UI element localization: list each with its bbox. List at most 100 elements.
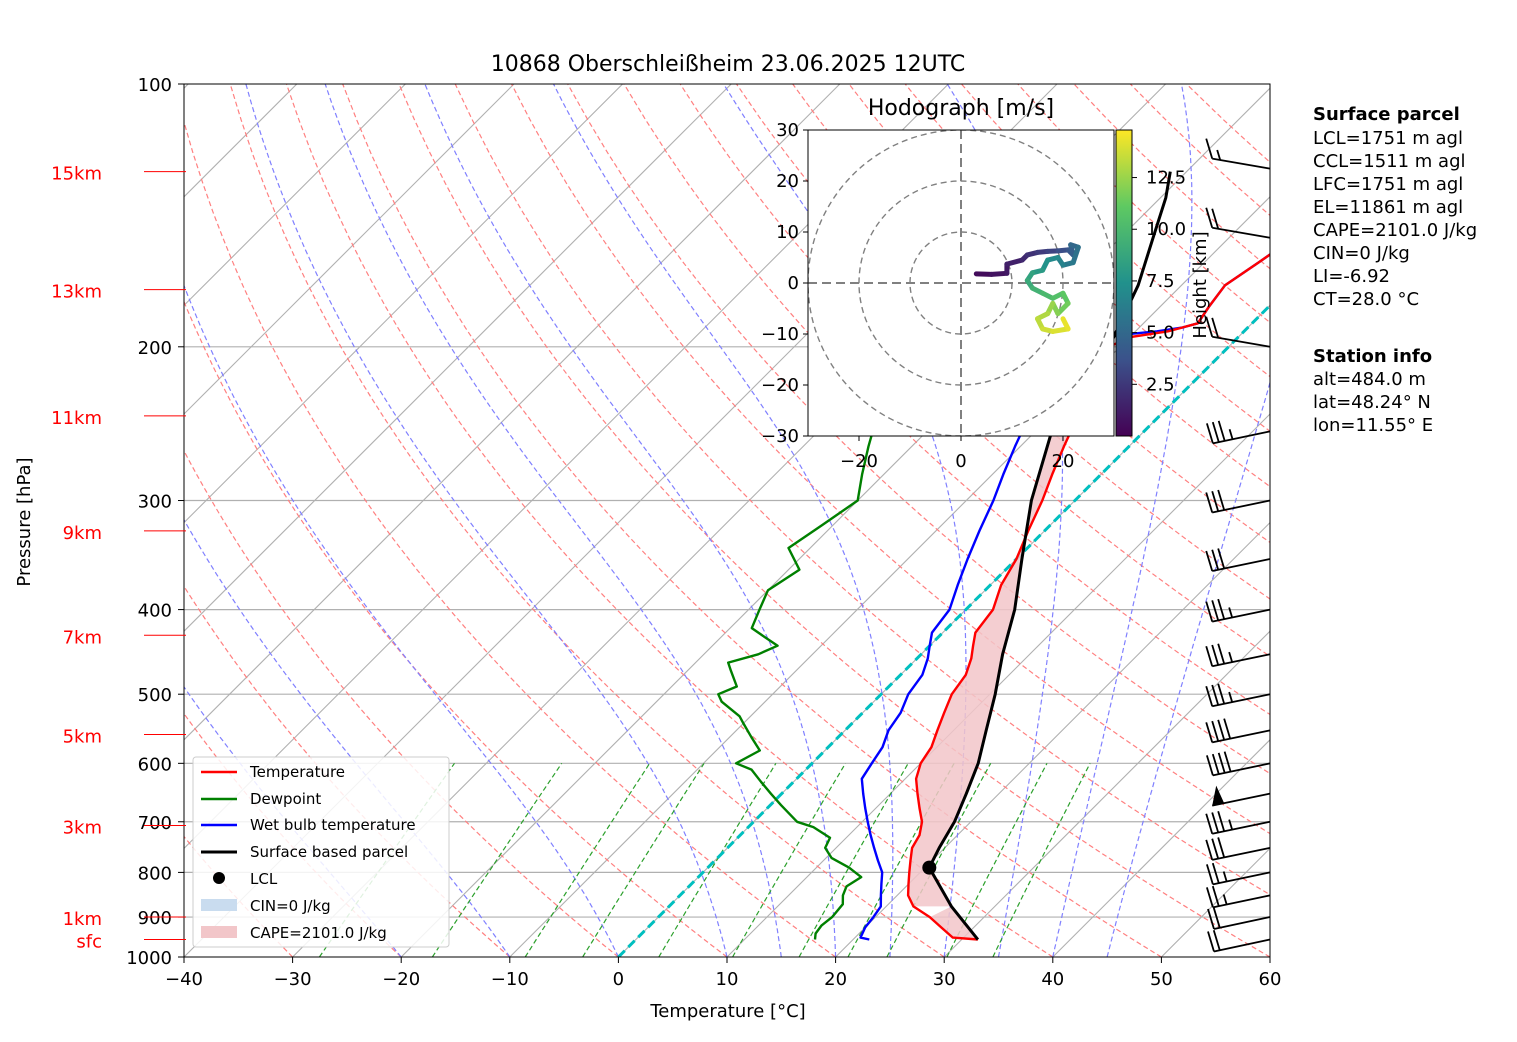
colorbar-tick-label: 5.0 xyxy=(1146,323,1175,344)
wind-barb xyxy=(1205,811,1271,835)
barb-half-flag xyxy=(1228,691,1234,703)
axes: −40 −30 −20 −10 0 10 20 30 40 50 60100090080070060… xyxy=(51,75,1281,990)
wind-barb xyxy=(1206,751,1271,777)
barb-flag xyxy=(1211,885,1220,907)
wind-barb xyxy=(1205,837,1271,861)
moist-adiabat xyxy=(424,84,837,957)
barb-shaft xyxy=(1212,226,1271,239)
hodograph-segment xyxy=(989,270,1010,277)
hodograph-y-tick-label: 10 xyxy=(776,222,799,243)
height-label: 15km xyxy=(51,164,102,185)
barb-flag xyxy=(1211,862,1220,884)
barb-shaft xyxy=(1213,938,1271,953)
isotherm--80 xyxy=(184,84,623,524)
mixing-ratio-line xyxy=(582,762,705,957)
barb-flag xyxy=(1207,908,1215,930)
barb-shaft xyxy=(1212,335,1271,348)
mixing-ratio-line xyxy=(431,762,563,957)
x-tick-label: −20 xyxy=(382,969,420,990)
barb-shaft xyxy=(1212,653,1271,668)
barb-flag xyxy=(1211,753,1220,775)
barb-flag xyxy=(1206,755,1214,776)
dry-adiabat xyxy=(454,84,1270,896)
barb-flag xyxy=(1217,683,1226,704)
height-label: 13km xyxy=(51,282,102,303)
legend-label-dewpoint: Dewpoint xyxy=(250,790,321,808)
barb-flag xyxy=(1211,491,1220,512)
x-tick-label: 20 xyxy=(824,969,847,990)
y-tick-label: 600 xyxy=(138,754,172,775)
colorbar-label: Height [km] xyxy=(1190,231,1211,338)
y-axis-label: Pressure [hPa] xyxy=(14,457,35,586)
barb-flag xyxy=(1211,421,1220,443)
isotherm--10 xyxy=(509,196,1270,957)
dry-adiabat xyxy=(848,84,1270,488)
info-lon: lon=11.55° E xyxy=(1313,415,1433,436)
barb-half-flag xyxy=(1216,149,1222,161)
barb-flag xyxy=(1217,548,1226,569)
wind-barb xyxy=(1205,598,1271,623)
wind-barb xyxy=(1205,207,1271,239)
legend-label-parcel: Surface based parcel xyxy=(250,843,408,861)
barb-flag xyxy=(1217,489,1226,511)
y-tick-label: 700 xyxy=(138,813,172,834)
barb-flag xyxy=(1223,751,1232,772)
barb-pennant xyxy=(1212,785,1225,806)
zero-degree-isotherm xyxy=(617,303,1270,957)
isotherm-20 xyxy=(835,521,1270,957)
barb-shaft xyxy=(1212,558,1271,572)
barb-half-flag xyxy=(1228,651,1234,663)
legend-label-wetbulb: Wet bulb temperature xyxy=(250,816,416,834)
hodograph-y-tick-label: −30 xyxy=(761,426,799,447)
y-tick-label: 1000 xyxy=(126,948,172,969)
barb-flag xyxy=(1211,600,1220,621)
barb-flag xyxy=(1206,423,1214,444)
wind-barb xyxy=(1205,548,1271,572)
barb-flag xyxy=(1205,601,1214,622)
dry-adiabat xyxy=(342,84,1162,957)
barb-half-flag xyxy=(1228,607,1234,618)
height-label: 1km xyxy=(63,909,102,930)
hodograph-x-tick-label: 0 xyxy=(955,451,966,472)
barb-shaft xyxy=(1212,762,1271,777)
chart-title: 10868 Oberschleißheim 23.06.2025 12UTC xyxy=(491,52,966,77)
wind-barb xyxy=(1206,420,1271,445)
isotherm--60 xyxy=(184,84,841,741)
legend-label-cin: CIN=0 J/kg xyxy=(250,897,331,915)
height-label: 3km xyxy=(63,818,102,839)
info-ccl: CCL=1511 m agl xyxy=(1313,151,1466,172)
hodograph-trace xyxy=(973,242,1081,334)
barb-flag xyxy=(1205,138,1214,159)
barb-flag xyxy=(1207,931,1215,952)
info-cin: CIN=0 J/kg xyxy=(1313,243,1410,264)
mixing-ratio-line xyxy=(524,762,651,957)
x-tick-label: 0 xyxy=(613,969,624,990)
barb-flag xyxy=(1205,645,1214,667)
barb-flag xyxy=(1223,718,1232,739)
x-tick-label: 30 xyxy=(933,969,956,990)
legend-label-cape: CAPE=2101.0 J/kg xyxy=(250,924,387,942)
x-tick-label: −40 xyxy=(165,969,203,990)
wind-barb xyxy=(1207,907,1271,930)
colorbar xyxy=(1115,129,1133,437)
barb-shaft xyxy=(1213,916,1271,930)
moist-adiabat xyxy=(245,84,728,957)
barb-flag xyxy=(1211,720,1220,742)
info-el: EL=11861 m agl xyxy=(1313,197,1463,218)
barb-flag xyxy=(1205,492,1214,513)
barb-flag xyxy=(1217,598,1226,620)
hodograph-rings xyxy=(808,130,1114,436)
mixing-ratio-line xyxy=(946,763,1048,957)
isotherm--100 xyxy=(184,84,406,307)
barb-shaft xyxy=(1212,894,1271,909)
barb-flag xyxy=(1217,752,1226,774)
mixing-ratio-line xyxy=(798,763,909,957)
y-tick-label: 500 xyxy=(138,685,172,706)
hodograph-segment xyxy=(1004,257,1025,267)
barb-shaft xyxy=(1212,847,1271,861)
wind-barb xyxy=(1212,785,1271,807)
height-label: 7km xyxy=(63,627,102,648)
x-tick-label: 60 xyxy=(1259,969,1282,990)
parcel-line xyxy=(927,171,1172,941)
